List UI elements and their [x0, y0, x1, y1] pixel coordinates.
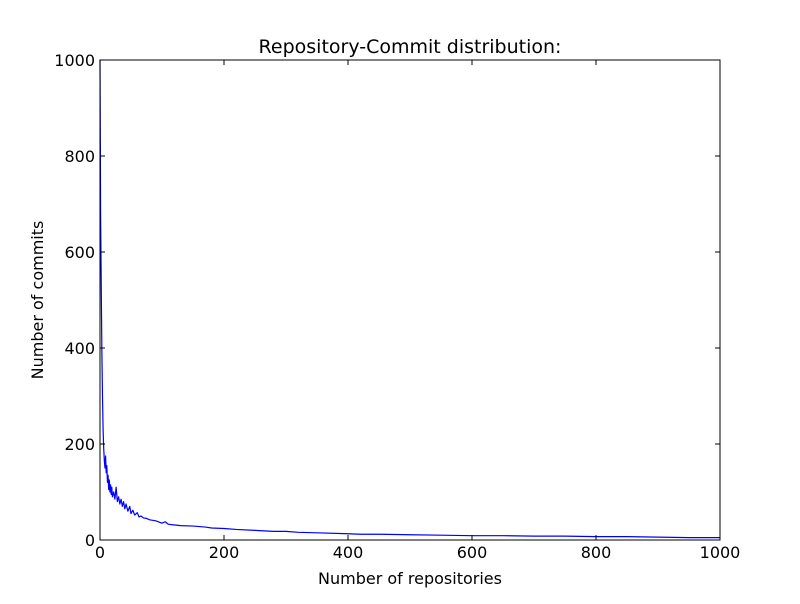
- y-tick-label: 0: [85, 531, 95, 550]
- x-tick-label: 400: [333, 543, 364, 562]
- y-axis-label: Number of commits: [28, 221, 47, 380]
- x-tick-label: 800: [581, 543, 612, 562]
- plot-frame: [99, 59, 721, 541]
- x-axis-label: Number of repositories: [318, 569, 502, 588]
- y-tick-label: 200: [64, 435, 95, 454]
- y-tick-label: 800: [64, 147, 95, 166]
- y-tick-label: 400: [64, 339, 95, 358]
- x-tick-label: 0: [95, 543, 105, 562]
- y-tick-label: 600: [64, 243, 95, 262]
- x-tick-label: 1000: [700, 543, 741, 562]
- plot-area: 0 200 400 600 800 1000 0 200 400 600 800 1000: [54, 51, 740, 562]
- x-tick-label: 600: [457, 543, 488, 562]
- y-tick-label: 1000: [54, 51, 95, 70]
- series-line-0: [99, 59, 720, 539]
- x-tick-label: 200: [209, 543, 240, 562]
- chart-title: Repository-Commit distribution:: [259, 36, 562, 58]
